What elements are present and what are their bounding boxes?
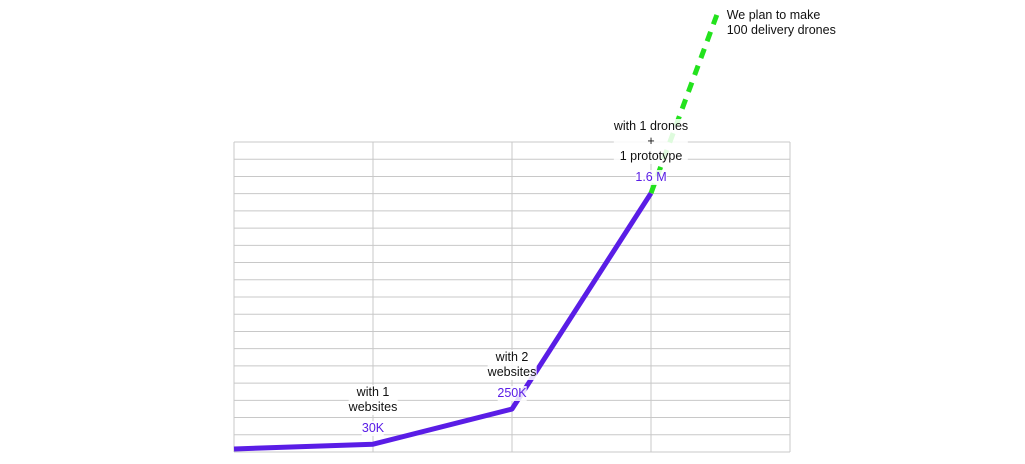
category-label: with 1 websites [348,385,398,416]
point-label: with 1 drones + 1 prototype 1.6 M [613,119,689,186]
point-label: with 1 websites 30K [348,385,398,437]
value-label: 30K [361,421,385,437]
value-label: 250K [497,386,527,402]
growth-line [233,191,654,452]
grid [233,141,791,453]
projection-line [648,11,721,195]
value-label: 1.6 M [635,170,667,186]
point-label: with 2 websites 250K [487,350,537,402]
category-label: with 1 drones + 1 prototype [613,119,689,165]
annotation: We plan to make 100 delivery drones [726,8,836,38]
category-label: with 2 websites [487,350,537,381]
